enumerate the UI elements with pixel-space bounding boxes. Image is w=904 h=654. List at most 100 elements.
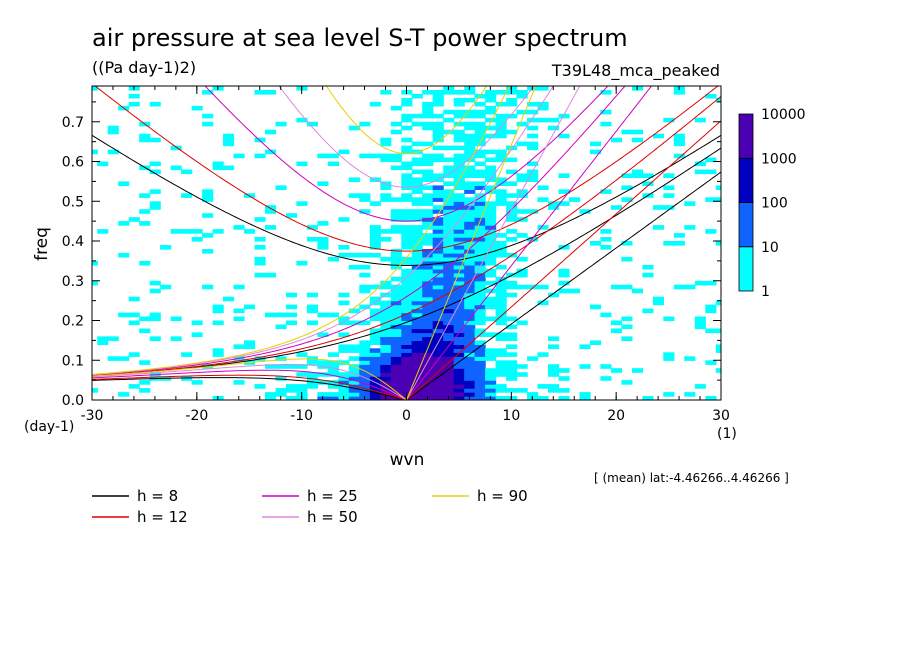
spectrum-cell [495,336,507,341]
spectrum-cell [443,213,455,218]
colorbar-label: 10 [761,240,779,256]
spectrum-cell [485,356,497,361]
spectrum-cell [401,276,413,282]
spectrum-cell [380,237,392,242]
spectrum-cell [495,312,507,318]
spectrum-cell [369,376,381,381]
spectrum-cell [453,392,465,397]
spectrum-cell [652,205,664,210]
spectrum-cell [401,344,413,349]
spectrum-cell [401,213,413,218]
spectrum-cell [516,90,528,95]
spectrum-cell [443,245,455,250]
spectrum-cell [527,141,539,147]
colorbar: 1 10 100 1000 10000 [738,107,806,300]
spectrum-cell [401,336,413,341]
spectrum-cell [474,376,486,381]
spectrum-cell [715,241,721,246]
spectrum-cell [327,312,339,318]
spectrum-cell [327,396,339,400]
spectrum-cell [149,161,161,167]
spectrum-cell [422,308,434,314]
spectrum-cell [590,340,602,345]
colorbar-label: 1 [761,284,770,300]
spectrum-cell [149,288,161,294]
spectrum-cell [516,193,528,198]
spectrum-cell [317,332,329,337]
spectrum-cell [338,252,350,258]
x-unit-label: (1) [717,426,737,442]
spectrum-cell [369,392,381,397]
spectrum-cell [411,157,423,163]
spectrum-cell [485,173,497,178]
spectrum-cell [705,93,717,99]
spectrum-cell [422,324,434,330]
spectrum-cell [527,133,539,139]
spectrum-cell [495,296,507,302]
spectrum-cell [453,272,465,278]
spectrum-cell [411,121,423,127]
spectrum-cell [443,372,455,377]
spectrum-cell [338,380,350,385]
spectrum-cell [464,225,476,230]
spectrum-cell [443,292,455,298]
spectrum-cell [422,320,434,326]
spectrum-cell [485,384,497,389]
spectrum-cell [485,352,497,357]
y-tick-label: 0.0 [62,393,84,409]
spectrum-cell [432,205,444,210]
spectrum-cell [495,304,507,310]
spectrum-cell [506,169,518,175]
spectrum-cell [443,380,455,385]
spectrum-cell [443,348,455,353]
spectrum-cell [390,384,402,389]
y-tick-label: 0.5 [62,194,84,210]
spectrum-cell [411,300,423,306]
spectrum-cell [506,101,518,107]
spectrum-cell [610,284,622,290]
spectrum-cell [464,145,476,151]
spectrum-cell [548,336,560,341]
spectrum-cell [432,217,444,222]
spectrum-cell [485,169,497,175]
spectrum-cell [506,229,518,234]
spectrum-cell [380,284,392,290]
spectrum-cell [380,356,392,361]
spectrum-cell [527,117,539,123]
colorbar-segment [738,246,754,292]
spectrum-cell [359,380,371,385]
spectrum-cell [422,153,434,159]
spectrum-cell [380,328,392,334]
spectrum-cell [621,173,633,178]
spectrum-cell [380,90,392,95]
spectrum-cell [149,312,161,318]
spectrum-cell [432,121,444,127]
spectrum-cell [348,392,360,397]
spectrum-cell [369,284,381,290]
spectrum-cell [464,233,476,238]
spectrum-cell [621,185,633,190]
spectrum-cell [212,165,224,171]
spectrum-cell [621,284,633,290]
spectrum-cell [443,260,455,266]
spectrum-cell [485,388,497,393]
spectrum-cell [485,392,497,397]
spectrum-cell [422,364,434,369]
spectrum-cell [600,229,612,234]
spectrum-cell [369,225,381,230]
spectrum-cell [139,388,151,393]
spectrum-cell [464,340,476,345]
dispersion-curve-h25 [406,86,653,400]
x-tick-label: -30 [81,408,104,424]
spectrum-cell [118,312,130,318]
spectrum-cell [464,264,476,270]
spectrum-cell [359,284,371,290]
spectrum-cell [380,368,392,373]
spectrum-cell [223,165,235,171]
spectrum-cell [401,384,413,389]
spectrum-cell [181,229,193,234]
spectrum-cell [348,368,360,373]
spectrum-cell [202,284,214,290]
spectrum-cell [380,280,392,286]
spectrum-cell [715,197,721,202]
